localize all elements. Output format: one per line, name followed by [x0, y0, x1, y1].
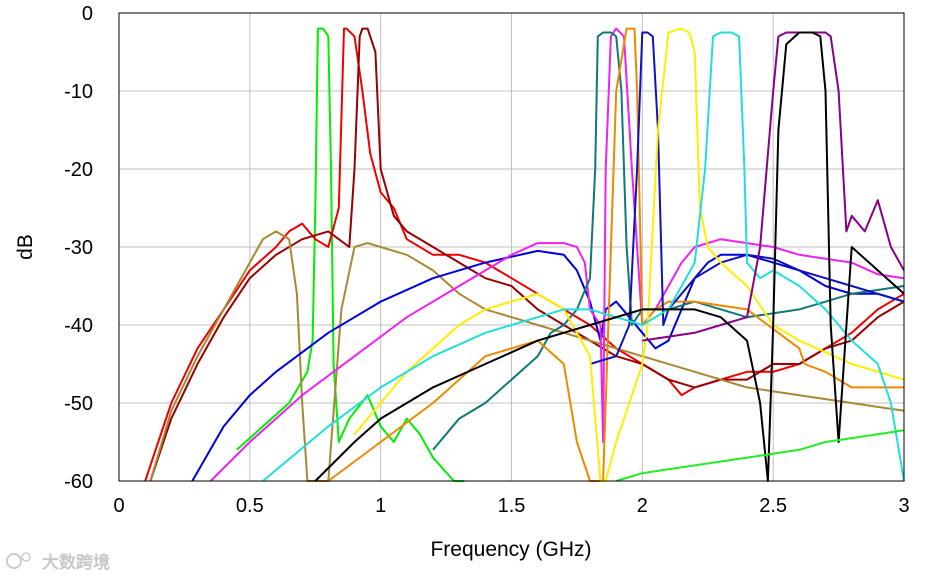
x-tick-label: 1.5	[498, 495, 526, 517]
series-line-sweep-blue	[191, 249, 905, 482]
series-line-sweep-magenta	[209, 27, 905, 482]
series-line-filter-600mhz-olive	[149, 230, 905, 482]
series-line-filter-2100mhz-yellow	[353, 27, 905, 482]
series-line-noise-floor-green	[615, 429, 905, 482]
y-tick-label: -40	[64, 315, 93, 337]
x-tick-label: 0.5	[236, 495, 264, 517]
watermark: 大数跨境	[6, 552, 110, 573]
x-tick-label: 0	[113, 495, 124, 517]
x-tick-label: 1	[375, 495, 386, 517]
y-tick-label: -10	[64, 81, 93, 103]
series-group	[144, 27, 905, 482]
x-tick-label: 2.5	[759, 495, 787, 517]
series-line-filter-1900mhz-orange	[327, 27, 904, 482]
x-axis-title: Frequency (GHz)	[430, 538, 591, 561]
y-axis-title: dB	[14, 234, 37, 260]
y-tick-label: -30	[64, 237, 93, 259]
series-line-filter-700mhz-green	[236, 27, 465, 482]
x-tick-label: 2	[637, 495, 648, 517]
watermark-text: 大数跨境	[42, 552, 110, 573]
series-line-filter-900mhz-darkred	[149, 27, 905, 482]
watermark-logo-dot-icon	[21, 552, 31, 562]
plot-frame	[118, 12, 905, 482]
x-tick-labels: 0 0.5 1 1.5 2 2.5 3	[113, 495, 909, 517]
y-tick-labels: 0 -10 -20 -30 -40 -50 -60	[64, 3, 93, 493]
series-line-filter-1800mhz-teal	[432, 31, 905, 451]
y-tick-label: -60	[64, 471, 93, 493]
series-line-filter-850mhz-red	[144, 27, 905, 482]
y-tick-label: 0	[82, 3, 93, 25]
series-line-filter-2300mhz-cyan	[262, 31, 905, 482]
y-tick-label: -50	[64, 393, 93, 415]
y-tick-label: -20	[64, 159, 93, 181]
watermark-logo-icon	[6, 553, 22, 569]
x-tick-label: 3	[898, 495, 909, 517]
